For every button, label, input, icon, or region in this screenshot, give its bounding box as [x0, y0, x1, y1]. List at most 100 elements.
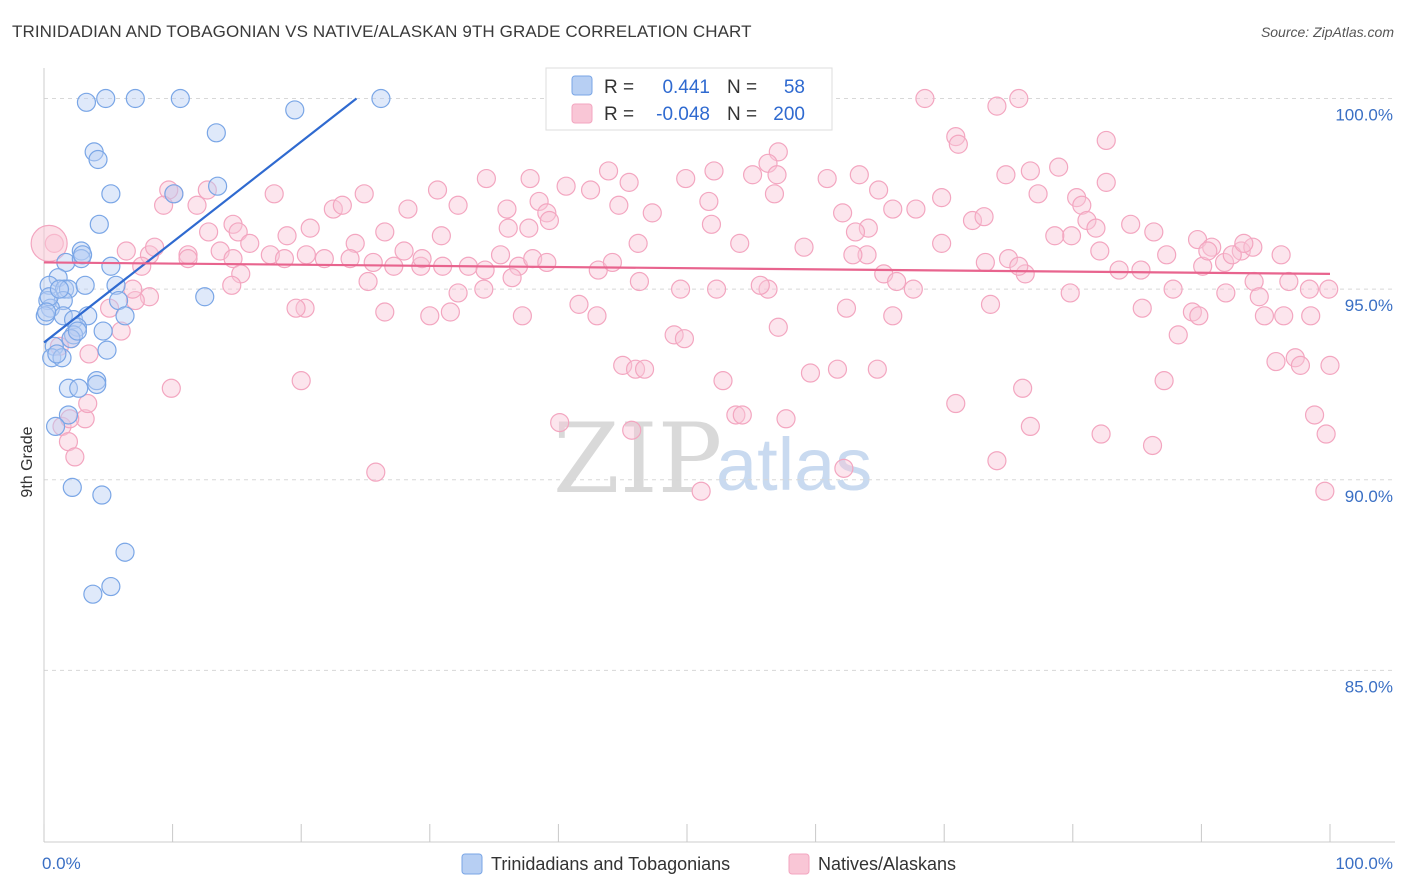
trinidadian-point-32 [115, 306, 135, 326]
trinidadian-point-49 [115, 542, 135, 562]
natives-alaskans-point-33 [159, 180, 179, 200]
natives-alaskans-point-180 [726, 405, 746, 425]
natives-alaskans-point-47 [764, 184, 785, 204]
natives-alaskans-point-46 [699, 191, 719, 212]
natives-alaskans-point-131 [1015, 264, 1035, 284]
bottom-legend-swatch-pink [788, 853, 810, 875]
natives-alaskans-point-201 [49, 336, 70, 356]
legend-swatch-blue [571, 75, 593, 96]
trinidadian-point-0 [76, 92, 97, 112]
natives-alaskans-point-10 [1020, 161, 1040, 181]
natives-alaskans-point-67 [375, 222, 395, 242]
natives-alaskans-point-203 [222, 275, 242, 295]
natives-alaskans-point-18 [869, 180, 889, 200]
trinidadian-point-18 [39, 275, 59, 295]
trinidadian-point-35 [93, 321, 113, 341]
natives-alaskans-point-36 [197, 180, 217, 200]
trinidadian-point-51 [83, 584, 103, 604]
legend-n-value-2: 200 [773, 104, 805, 125]
natives-alaskans-point-156 [664, 325, 684, 345]
natives-alaskans-point-170 [867, 359, 887, 379]
legend-n-value-1: 58 [784, 77, 805, 98]
natives-alaskans-point-194 [1315, 481, 1335, 501]
y-tick-labels: 85.0% 90.0% 95.0% 100.0% [1335, 106, 1393, 697]
natives-alaskans-point-28 [427, 180, 448, 200]
natives-alaskans-point-100 [794, 237, 814, 257]
natives-alaskans-point-20 [1028, 184, 1048, 204]
legend-r-value-2: -0.048 [656, 104, 710, 125]
natives-alaskans-point-99 [730, 233, 750, 253]
natives-alaskans-point-162 [1254, 306, 1275, 326]
watermark-atlas: atlas [716, 423, 872, 506]
natives-alaskans-point-38 [332, 195, 352, 215]
natives-alaskans-point-14 [704, 161, 724, 181]
natives-alaskans-point-43 [537, 203, 557, 223]
trinidadian-point-57 [47, 344, 67, 364]
natives-alaskans-point-199 [65, 447, 85, 467]
natives-alaskans-point-154 [512, 306, 532, 326]
y-tick-label-3: 100.0% [1335, 106, 1393, 125]
natives-alaskans-point-214 [1234, 233, 1254, 253]
trinidadian-point-8 [206, 123, 226, 143]
natives-alaskans-point-134 [1163, 279, 1183, 299]
chart-title: TRINIDADIAN AND TOBAGONIAN VS NATIVE/ALA… [12, 22, 752, 41]
trinidadian-point-38 [97, 340, 117, 360]
natives-alaskans-point-107 [1090, 241, 1110, 261]
natives-alaskans-point-191 [834, 458, 854, 478]
natives-alaskans-point-68 [345, 233, 365, 253]
natives-alaskans-point-168 [800, 363, 821, 383]
natives-alaskans-point-51 [906, 199, 926, 219]
trinidadian-point-16 [101, 256, 121, 276]
trend-line-0 [43, 97, 358, 344]
natives-alaskans-point-63 [498, 218, 518, 238]
natives-alaskans-point-30 [354, 184, 374, 204]
natives-alaskans-point-23 [619, 172, 639, 192]
natives-alaskans-point-145 [502, 268, 522, 288]
natives-alaskans-point-121 [440, 302, 460, 322]
legend-n-label-1: N = [727, 77, 757, 98]
natives-alaskans-point-165 [613, 355, 633, 375]
trinidadian-point-2 [125, 88, 145, 109]
natives-alaskans-point-177 [1290, 355, 1311, 375]
natives-alaskans-point-25 [520, 168, 540, 189]
natives-alaskans-point-152 [161, 378, 181, 398]
natives-alaskans-point-110 [1193, 256, 1213, 276]
trinidadian-point-12 [89, 214, 109, 234]
trinidadian-point-46 [45, 416, 66, 437]
natives-alaskans-point-95 [537, 252, 557, 273]
natives-alaskans-point-83 [296, 245, 316, 265]
natives-alaskans-point-58 [1061, 226, 1082, 246]
natives-alaskans-point-130 [980, 294, 1001, 314]
trinidadian-point-37 [44, 336, 64, 356]
natives-alaskans-point-158 [768, 317, 788, 337]
natives-alaskans-point-40 [448, 195, 468, 215]
natives-alaskans-point-91 [475, 260, 495, 280]
trinidadian-point-43 [58, 378, 79, 398]
natives-alaskans-point-13 [598, 161, 619, 181]
natives-alaskans-point-117 [178, 249, 198, 269]
trinidadian-point-3 [170, 88, 190, 109]
natives-alaskans-point-72 [199, 222, 219, 242]
natives-alaskans-point-136 [1216, 283, 1236, 303]
natives-alaskans-point-106 [1045, 226, 1065, 246]
trinidadian-point-7 [88, 149, 108, 170]
natives-alaskans-point-173 [1013, 378, 1033, 398]
natives-alaskans-point-19 [932, 188, 952, 208]
x-tick-label-1: 100.0% [1335, 854, 1393, 873]
natives-alaskans-point-174 [1154, 371, 1174, 391]
natives-alaskans-point-69 [300, 218, 320, 238]
natives-alaskans-point-92 [490, 245, 511, 265]
trinidadian-point-11 [164, 184, 184, 204]
natives-alaskans-point-26 [556, 176, 576, 196]
natives-alaskans-point-144 [474, 279, 494, 299]
natives-alaskans-point-45 [642, 203, 662, 223]
trinidadian-point-5 [285, 100, 305, 120]
natives-alaskans-point-105 [998, 249, 1019, 269]
natives-alaskans-point-35 [187, 195, 207, 215]
natives-alaskans-point-98 [701, 214, 722, 234]
natives-alaskans-point-15 [742, 165, 763, 185]
natives-alaskans-point-200 [78, 393, 98, 414]
natives-alaskans-point-133 [1131, 260, 1151, 280]
natives-alaskans-point-125 [706, 279, 727, 299]
